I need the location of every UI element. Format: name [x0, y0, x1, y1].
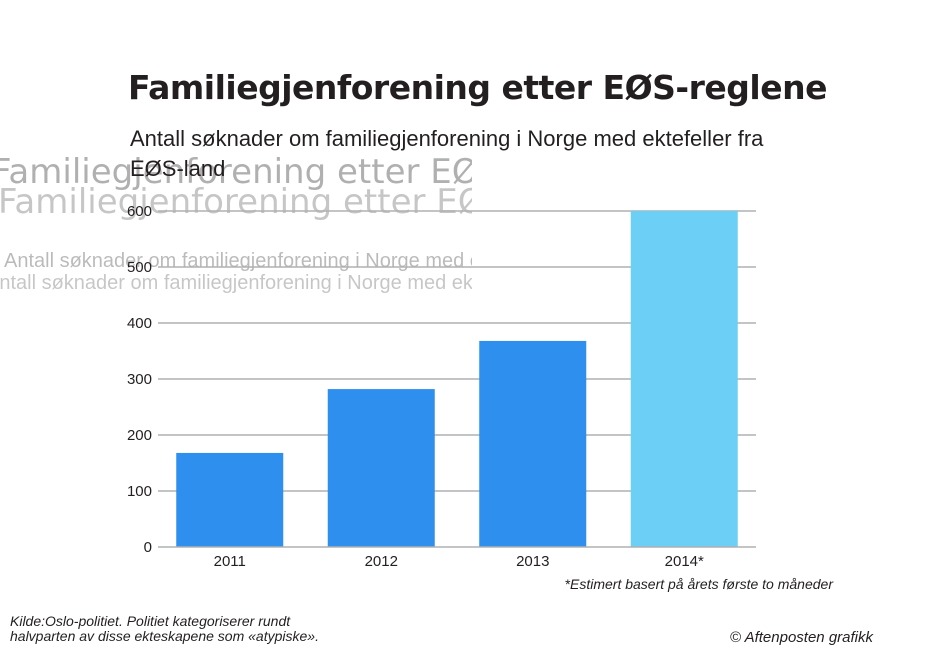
credit: © Aftenposten grafikk — [729, 629, 873, 646]
source-note: Kilde:Oslo-politiet. Politiet kategorise… — [10, 614, 410, 644]
bar-2011 — [176, 452, 284, 547]
y-tick-label-500: 500 — [127, 259, 152, 276]
x-tick-label-2014-estimated: 2014* — [665, 553, 704, 570]
bar-2012 — [327, 389, 435, 547]
estimate-footnote: *Estimert basert på årets første to måne… — [565, 576, 835, 592]
y-tick-label-300: 300 — [127, 371, 152, 388]
x-tick-label-2013: 2013 — [516, 553, 549, 570]
source-line-2: halvparten av disse ekteskapene som «aty… — [10, 628, 319, 644]
y-tick-label-0: 0 — [144, 539, 152, 556]
y-tick-label-400: 400 — [127, 315, 152, 332]
y-tick-label-100: 100 — [127, 483, 152, 500]
bars — [176, 211, 738, 547]
bar-2014-estimated — [630, 211, 738, 547]
x-tick-label-2012: 2012 — [365, 553, 398, 570]
y-tick-label-200: 200 — [127, 427, 152, 444]
chart-title: Familiegjenforening etter EØS-reglene — [128, 68, 827, 107]
y-tick-label-600: 600 — [127, 203, 152, 220]
chart-subtitle: Antall søknader om familiegjenforening i… — [130, 126, 764, 181]
source-line-1: Kilde:Oslo-politiet. Politiet kategorise… — [10, 613, 291, 629]
x-axis-tick-labels: 2011 2012 2013 2014* — [214, 553, 704, 570]
x-tick-label-2011: 2011 — [214, 553, 246, 570]
y-axis-tick-labels: 0 100 200 300 400 500 600 — [127, 203, 152, 556]
bar-2013 — [479, 340, 587, 547]
